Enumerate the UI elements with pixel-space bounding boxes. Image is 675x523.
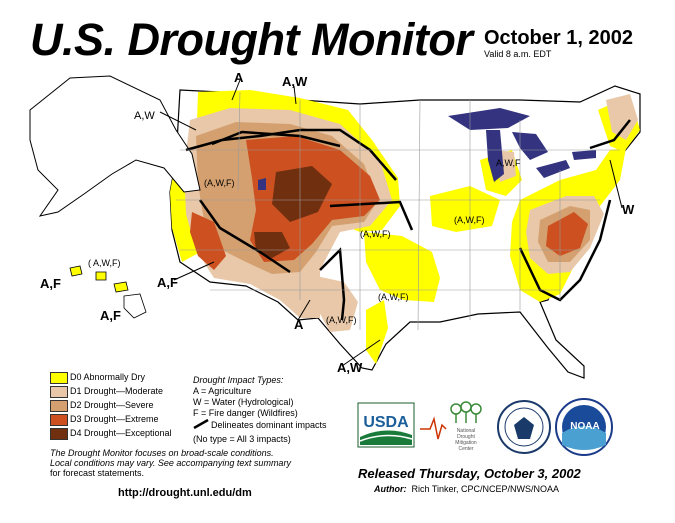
ndmc-text-3: Mitigation bbox=[455, 440, 477, 446]
legend-label-d1: D1 Drought—Moderate bbox=[70, 386, 164, 396]
release-date: Released Thursday, October 3, 2002 bbox=[358, 466, 581, 481]
impact-label-awf-texas: (A,W,F) bbox=[326, 315, 357, 325]
impact-delineates: Delineates dominant impacts bbox=[211, 420, 327, 430]
impact-label-aw-gulf: A,W bbox=[337, 360, 363, 375]
legend-label-d4: D4 Drought—Exceptional bbox=[70, 428, 172, 438]
usda-logo: USDA bbox=[357, 402, 415, 448]
great-lake-huron bbox=[512, 132, 548, 160]
legend-label-d3: D3 Drought—Extreme bbox=[70, 414, 159, 424]
d3-east bbox=[546, 212, 588, 256]
leader-lines bbox=[159, 79, 623, 367]
note-line-1: The Drought Monitor focuses on broad-sca… bbox=[50, 448, 274, 458]
great-lake-erie bbox=[536, 160, 570, 178]
great-lake-ontario bbox=[572, 150, 596, 160]
author-credit: Author: Rich Tinker, CPC/NCEP/NWS/NOAA bbox=[374, 484, 559, 494]
note-line-3: for forecast statements. bbox=[50, 468, 145, 478]
impact-label-af-hawaii-bottom: A,F bbox=[100, 308, 121, 323]
d3-california bbox=[190, 212, 226, 270]
author-label: Author: bbox=[374, 484, 407, 494]
website-link[interactable]: http://drought.unl.edu/dm bbox=[118, 487, 252, 499]
alaska-outline bbox=[29, 75, 201, 217]
ndmc-text-1: National bbox=[457, 428, 475, 434]
legend-swatch-d2 bbox=[50, 400, 68, 412]
impact-a: A = Agriculture bbox=[193, 386, 252, 396]
noaa-text: NOAA bbox=[570, 421, 599, 432]
great-salt-lake bbox=[258, 178, 266, 190]
impact-label-af-sw: A,F bbox=[157, 275, 178, 290]
delineation-line-icon bbox=[193, 419, 209, 429]
legend-label-d0: D0 Abnormally Dry bbox=[70, 372, 146, 382]
impact-label-awf-west: (A,W,F) bbox=[204, 178, 235, 188]
impact-label-aw-top: A,W bbox=[282, 74, 308, 89]
d4-southwest bbox=[254, 232, 290, 258]
impact-label-awf-plains: (A,W,F) bbox=[360, 229, 391, 239]
ndmc-logo: National Drought Mitigation Center bbox=[420, 401, 482, 452]
d0-texas-coast bbox=[366, 300, 388, 364]
disclaimer-note: The Drought Monitor focuses on broad-sca… bbox=[50, 448, 350, 478]
state-boundaries bbox=[176, 91, 620, 331]
impact-label-af-hawaii-left: A,F bbox=[40, 276, 61, 291]
note-line-2: Local conditions may vary. See accompany… bbox=[50, 458, 291, 468]
impact-heading: Drought Impact Types: bbox=[193, 375, 284, 385]
impact-label-awf-midwest: (A,W,F) bbox=[454, 215, 485, 225]
ndmc-text-4: Center bbox=[458, 446, 473, 452]
hawaii-kauai bbox=[69, 265, 83, 277]
map-date: October 1, 2002 bbox=[484, 27, 633, 49]
usda-text: USDA bbox=[363, 414, 409, 431]
hawaii-big-island bbox=[123, 293, 147, 319]
impact-label-awf-hawaii: ( A,W,F) bbox=[88, 258, 121, 268]
legend-swatch-d1 bbox=[50, 386, 68, 398]
great-lake-superior bbox=[448, 108, 530, 130]
ndmc-text-2: Drought bbox=[457, 434, 475, 440]
noaa-logo: NOAA bbox=[555, 398, 613, 456]
impact-w: W = Water (Hydrological) bbox=[193, 397, 294, 407]
d4-colorado bbox=[272, 166, 332, 222]
impact-notype: (No type = All 3 impacts) bbox=[193, 434, 291, 444]
impact-label-a-top: A bbox=[234, 70, 244, 85]
impact-f: F = Fire danger (Wildfires) bbox=[193, 408, 298, 418]
great-lake-michigan bbox=[486, 130, 504, 182]
impact-label-awf-michigan: A,W,F bbox=[496, 158, 521, 168]
author-name: Rich Tinker, CPC/NCEP/NWS/NOAA bbox=[411, 484, 560, 494]
d0-midwest bbox=[430, 186, 500, 232]
legend-swatch-d0 bbox=[50, 372, 68, 384]
hawaii-oahu bbox=[95, 271, 107, 281]
impact-label-aw-nw: A,W bbox=[134, 110, 155, 122]
d0-plains bbox=[364, 232, 440, 302]
d1-northeast bbox=[606, 94, 638, 140]
impact-label-awf-south-plains: (A,W,F) bbox=[378, 292, 409, 302]
legend-swatch-d4 bbox=[50, 428, 68, 440]
legend-swatch-d3 bbox=[50, 414, 68, 426]
impact-label-w-east: W bbox=[622, 202, 635, 217]
map-title: U.S. Drought Monitor bbox=[30, 14, 473, 65]
commerce-seal-logo bbox=[497, 400, 551, 454]
sponsor-logos: USDA National Drought Mitigation Center … bbox=[357, 398, 613, 456]
legend-label-d2: D2 Drought—Severe bbox=[70, 400, 154, 410]
valid-time: Valid 8 a.m. EDT bbox=[484, 49, 552, 59]
impact-label-a-south: A bbox=[294, 317, 304, 332]
hawaii-maui bbox=[113, 281, 129, 293]
